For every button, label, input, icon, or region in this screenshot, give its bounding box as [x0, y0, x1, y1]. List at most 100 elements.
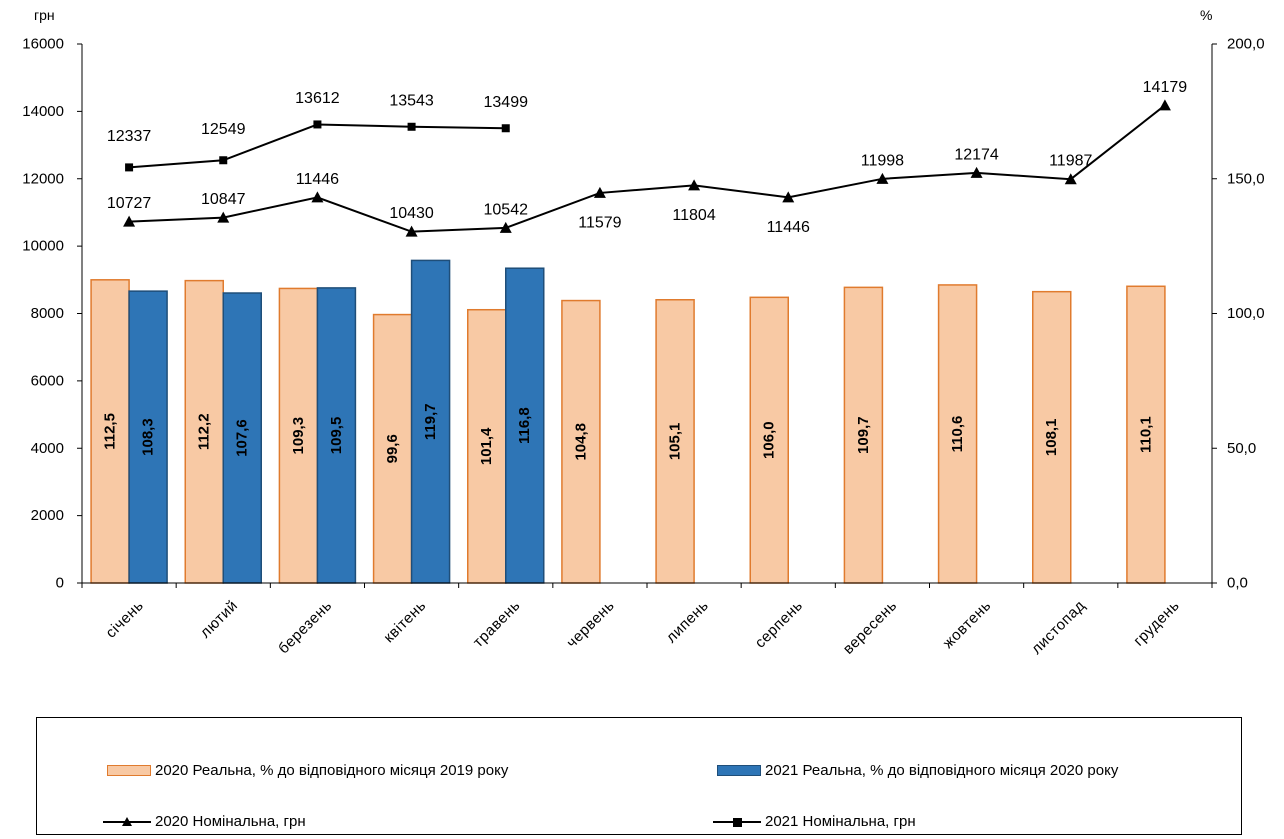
line-label-2021-0: 12337 — [107, 128, 152, 145]
bar-2021-1 — [222, 292, 262, 584]
marker-2021-3 — [407, 122, 416, 131]
left-tick-label-0: 0 — [56, 575, 64, 592]
marker-2020-6 — [688, 179, 701, 191]
category-label-5: червень — [563, 597, 618, 652]
marker-2020-10 — [1064, 173, 1077, 185]
marker-2021-4 — [501, 124, 510, 133]
legend-swatch-2021-nominal — [713, 816, 761, 828]
bars-layer — [90, 259, 1166, 584]
left-tick-label-4: 8000 — [31, 305, 64, 322]
marker-2020-7 — [782, 191, 795, 203]
bar-label-2020-5: 104,8 — [572, 423, 589, 461]
chart: грн % 112,5 112,2 109,3 99,6 101,4 104,8 105,1… — [22, 7, 1265, 658]
line-label-2020-1: 10847 — [201, 191, 246, 208]
bar-label-2020-0: 112,5 — [102, 413, 119, 450]
left-tick-label-8: 16000 — [22, 36, 64, 53]
category-label-9: жовтень — [940, 597, 995, 652]
line-label-2020-11: 14179 — [1143, 79, 1188, 96]
right-axis-unit: % — [1200, 7, 1212, 23]
bar-2020-1 — [184, 279, 224, 584]
bar-label-2021-2: 109,5 — [328, 417, 345, 455]
right-tick-label-4: 200,0 — [1227, 36, 1265, 53]
category-label-10: листопад — [1028, 597, 1089, 658]
bar-label-2020-9: 110,6 — [949, 416, 966, 453]
left-tick-label-6: 12000 — [22, 170, 64, 187]
category-label-0: січень — [102, 597, 147, 642]
lines-layer — [123, 99, 1171, 237]
legend-label-2020-nominal: 2020 Номінальна, грн — [155, 813, 306, 830]
bar-2020-9 — [937, 284, 978, 584]
category-label-7: серпень — [752, 597, 807, 652]
square-marker-icon — [733, 817, 742, 827]
line-label-2020-8: 11998 — [861, 152, 904, 169]
category-label-11: грудень — [1130, 597, 1183, 650]
left-tick-label-1: 2000 — [31, 507, 64, 524]
bar-label-2020-8: 109,7 — [855, 416, 872, 454]
marker-2020-9 — [970, 166, 983, 178]
bar-label-2020-1: 112,2 — [196, 413, 213, 450]
left-tick-label-5: 10000 — [22, 238, 64, 255]
bar-label-2020-3: 99,6 — [384, 434, 401, 463]
bar-2021-4 — [505, 267, 545, 584]
legend-swatch-2020-real — [107, 765, 151, 776]
line-label-2021-2: 13612 — [295, 90, 340, 107]
line-label-2021-3: 13543 — [389, 92, 434, 109]
right-tick-label-2: 100,0 — [1227, 305, 1265, 322]
legend: 2020 Реальна, % до відповідного місяця 2… — [36, 717, 1242, 835]
bar-label-2020-10: 108,1 — [1043, 419, 1060, 457]
line-2020-nominal — [129, 104, 1166, 233]
line-label-2020-10: 11987 — [1049, 153, 1092, 170]
marker-2020-1 — [217, 211, 230, 223]
legend-item-2020-real: 2020 Реальна, % до відповідного місяця 2… — [107, 762, 508, 779]
line-label-2020-0: 10727 — [107, 195, 152, 212]
bar-2020-7 — [749, 296, 789, 584]
marker-2020-2 — [311, 191, 324, 203]
marker-2020-8 — [876, 172, 889, 184]
marker-2020-3 — [405, 225, 418, 237]
category-label-2: березень — [275, 597, 335, 657]
line-label-2021-4: 13499 — [484, 94, 529, 111]
right-tick-label-3: 150,0 — [1227, 170, 1265, 187]
left-tick-label-7: 14000 — [22, 103, 64, 120]
bar-2020-5 — [561, 299, 601, 584]
bar-label-2021-0: 108,3 — [140, 418, 157, 456]
bar-2020-0 — [90, 279, 130, 584]
bar-2020-11 — [1126, 285, 1166, 584]
marker-2021-0 — [125, 163, 134, 172]
category-label-4: травень — [470, 597, 524, 651]
bar-2021-3 — [410, 259, 451, 584]
left-tick-label-3: 6000 — [31, 372, 64, 389]
bar-label-2020-2: 109,3 — [290, 417, 307, 455]
legend-label-2021-real: 2021 Реальна, % до відповідного місяця 2… — [765, 762, 1119, 779]
legend-swatch-2021-real — [717, 765, 761, 776]
bar-label-2021-3: 119,7 — [422, 403, 439, 440]
legend-label-2020-real: 2020 Реальна, % до відповідного місяця 2… — [155, 762, 509, 779]
right-tick-label-0: 0,0 — [1227, 575, 1248, 592]
marker-2020-0 — [123, 215, 136, 227]
line-label-2021-1: 12549 — [201, 121, 246, 138]
legend-item-2021-real: 2021 Реальна, % до відповідного місяця 2… — [717, 762, 1118, 779]
marker-2020-5 — [593, 186, 606, 198]
line-label-2020-4: 10542 — [484, 201, 529, 218]
bar-label-2021-1: 107,6 — [234, 419, 251, 457]
legend-item-2021-nominal: 2021 Номінальна, грн — [713, 813, 916, 830]
marker-2020-4 — [499, 221, 512, 233]
line-label-2020-5: 11579 — [578, 214, 621, 231]
bar-label-2020-4: 101,4 — [478, 427, 495, 465]
category-label-3: квітень — [380, 597, 429, 646]
line-label-2020-6: 11804 — [672, 207, 715, 224]
bar-labels-layer: 112,5 112,2 109,3 99,6 101,4 104,8 105,1 106,0 1… — [102, 403, 1155, 465]
marker-2021-2 — [313, 120, 322, 129]
category-label-1: лютий — [197, 597, 241, 641]
legend-swatch-2020-nominal — [103, 816, 151, 828]
line-labels-layer: 10727 10847 11446 10430 10542 11579 11804 11446… — [107, 79, 1187, 236]
legend-item-2020-nominal: 2020 Номінальна, грн — [103, 813, 306, 830]
bar-label-2020-11: 110,1 — [1137, 416, 1154, 453]
bar-label-2020-6: 105,1 — [667, 423, 684, 461]
line-label-2020-3: 10430 — [389, 205, 434, 222]
line-2021-nominal — [129, 123, 506, 169]
left-axis-unit: грн — [34, 7, 55, 23]
bar-label-2021-4: 116,8 — [516, 407, 533, 444]
line-label-2020-2: 11446 — [296, 171, 339, 188]
legend-label-2021-nominal: 2021 Номінальна, грн — [765, 813, 916, 830]
